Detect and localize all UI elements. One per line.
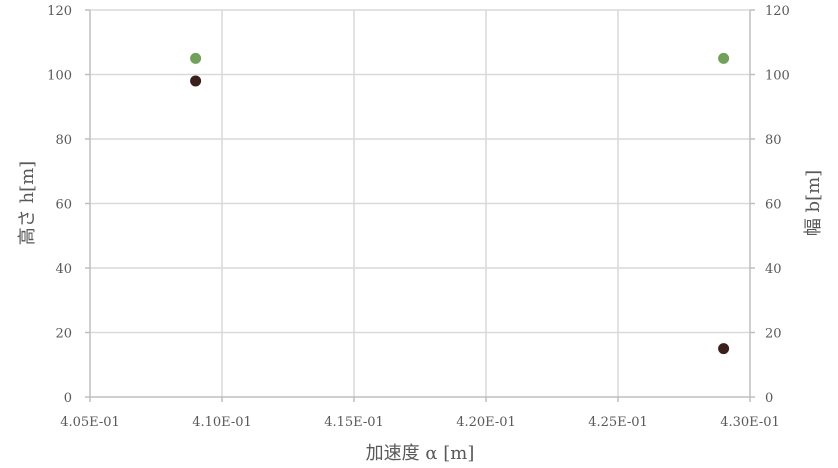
y-tick-label-left: 120 (47, 4, 72, 19)
x-axis-title: 加速度 α [m] (366, 443, 475, 464)
data-points (190, 52, 730, 355)
y-tick-label-right: 100 (765, 69, 790, 84)
y-tick-label-right: 60 (765, 198, 782, 213)
data-point-left-axis (718, 343, 730, 355)
tick-labels: 4.05E-01 4.10E-01 4.15E-01 4.20E-01 4.25E-01… (47, 4, 790, 430)
y-axis-title-right: 幅 b[m] (803, 170, 824, 236)
data-point-left-axis (190, 75, 202, 87)
y-tick-label-left: 20 (55, 327, 72, 342)
data-point-right-axis (190, 52, 202, 64)
y-tick-label-right: 120 (765, 4, 790, 19)
x-tick-label: 4.20E-01 (456, 415, 516, 430)
axes (85, 9, 755, 402)
y-tick-label-left: 0 (64, 391, 72, 406)
y-tick-label-left: 100 (47, 69, 72, 84)
y-tick-label-right: 20 (765, 327, 782, 342)
y-tick-label-left: 80 (55, 133, 72, 148)
y-axis-title-left: 高さ h[m] (17, 161, 38, 245)
x-tick-label: 4.15E-01 (324, 415, 384, 430)
grid-lines (90, 9, 750, 397)
data-point-right-axis (718, 52, 730, 64)
y-tick-label-left: 60 (55, 198, 72, 213)
y-tick-label-right: 0 (765, 391, 773, 406)
y-tick-label-right: 40 (765, 262, 782, 277)
x-tick-label: 4.10E-01 (192, 415, 252, 430)
x-tick-label: 4.05E-01 (60, 415, 120, 430)
y-tick-label-left: 40 (55, 262, 72, 277)
x-tick-label: 4.30E-01 (720, 415, 780, 430)
y-tick-label-right: 80 (765, 133, 782, 148)
x-tick-label: 4.25E-01 (588, 415, 648, 430)
